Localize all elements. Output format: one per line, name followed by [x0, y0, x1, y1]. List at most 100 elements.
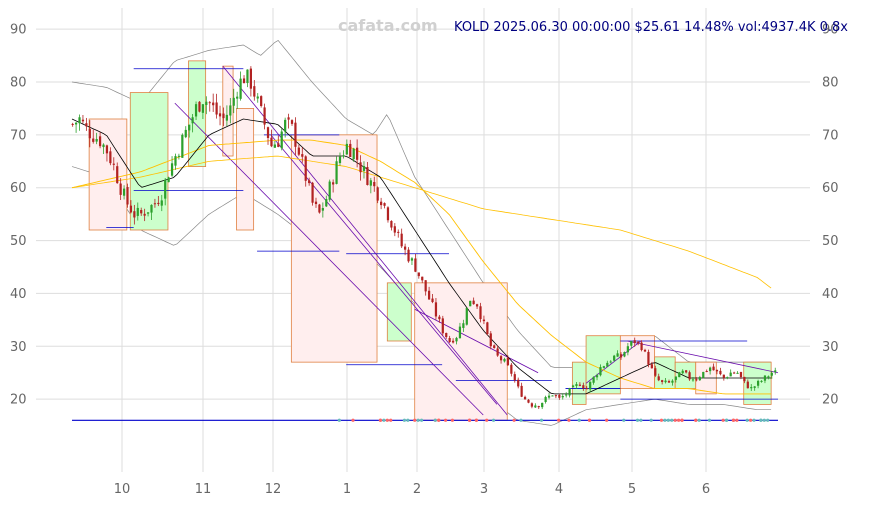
candle-32 [181, 133, 184, 158]
candle-body [691, 379, 695, 381]
marker-30 [413, 418, 417, 422]
candle-body [366, 166, 369, 186]
candle-body [667, 381, 671, 383]
zone-6 [386, 282, 412, 342]
candle-body [534, 405, 537, 408]
candle-61 [280, 128, 283, 151]
candle-194 [736, 371, 739, 374]
candle-24 [153, 198, 157, 208]
candle-body [249, 68, 252, 89]
candle-83 [356, 139, 359, 168]
candle-161 [623, 351, 626, 358]
candle-body [232, 97, 235, 106]
candle-body [756, 380, 760, 386]
candle-110 [448, 335, 451, 343]
candle-body [589, 381, 592, 390]
candle-body [760, 380, 763, 382]
candle-65 [294, 117, 297, 156]
candle-64 [290, 119, 294, 126]
candle-30 [174, 153, 177, 170]
candle-body [702, 371, 705, 378]
candle-19 [136, 202, 139, 221]
candle-100 [414, 253, 417, 273]
candle-body [424, 280, 427, 292]
candle-42 [215, 93, 218, 119]
candle-198 [750, 384, 753, 392]
candle-150 [585, 386, 588, 390]
candle-body [558, 394, 561, 398]
y-tick-left-70: 70 [10, 128, 27, 143]
marker-50 [759, 418, 763, 422]
marker-7 [467, 418, 472, 422]
candle-body [643, 349, 647, 352]
marker-21 [389, 418, 393, 422]
candle-body [273, 144, 276, 148]
candle-49 [239, 71, 242, 101]
candle-60 [277, 135, 280, 148]
candle-body [475, 304, 479, 307]
candle-body [277, 143, 280, 147]
candle-192 [729, 369, 732, 377]
candle-body [236, 96, 239, 99]
candle-body [448, 338, 451, 342]
marker-37 [605, 418, 609, 422]
candle-body [554, 395, 558, 397]
candle-body [763, 375, 767, 381]
candle-body [438, 316, 441, 320]
candle-body [133, 211, 136, 218]
marker-13 [639, 418, 643, 422]
marker-46 [485, 418, 489, 422]
marker-39 [402, 418, 407, 422]
candle-body [736, 372, 739, 374]
candle-151 [589, 381, 592, 392]
candle-84 [359, 155, 362, 181]
candle-body [496, 348, 499, 356]
candle-body [472, 300, 475, 305]
candle-147 [575, 382, 578, 389]
candle-182 [695, 377, 698, 382]
candle-202 [763, 375, 767, 384]
zone-1 [129, 92, 169, 231]
candle-body [126, 187, 129, 205]
candle-body [71, 123, 74, 125]
y-tick-right-50: 50 [822, 234, 839, 249]
candle-body [623, 352, 626, 357]
candle-37 [198, 100, 201, 113]
candle-146 [571, 384, 575, 388]
candle-185 [705, 369, 708, 373]
candle-body [434, 302, 438, 317]
candle-103 [424, 280, 427, 296]
candle-body [458, 326, 462, 339]
candle-body [722, 374, 725, 378]
candle-172 [661, 379, 664, 385]
candle-body [613, 355, 616, 361]
candle-148 [578, 382, 582, 387]
candle-201 [760, 380, 763, 383]
y-tick-left-30: 30 [10, 340, 27, 355]
candle-body [345, 143, 348, 155]
candle-62 [284, 117, 287, 138]
candle-187 [712, 363, 715, 371]
candle-body [695, 379, 698, 381]
trend-line-0 [222, 65, 508, 416]
candle-104 [427, 286, 431, 300]
x-tick-2: 2 [413, 482, 421, 497]
candle-body [606, 362, 609, 367]
marker-53 [433, 418, 437, 422]
marker-59 [680, 418, 684, 422]
candle-55 [260, 95, 263, 108]
marker-24 [443, 418, 448, 422]
candle-body [520, 385, 523, 397]
candle-90 [380, 197, 383, 210]
candle-162 [626, 343, 629, 356]
candle-body [681, 370, 684, 374]
candle-body [174, 156, 177, 166]
candle-body [506, 357, 510, 366]
candle-134 [530, 402, 534, 409]
candle-188 [715, 369, 719, 375]
candle-body [582, 385, 585, 389]
candle-body [150, 204, 153, 213]
candle-body [92, 138, 95, 142]
candle-body [537, 406, 540, 408]
candle-body [122, 188, 126, 196]
